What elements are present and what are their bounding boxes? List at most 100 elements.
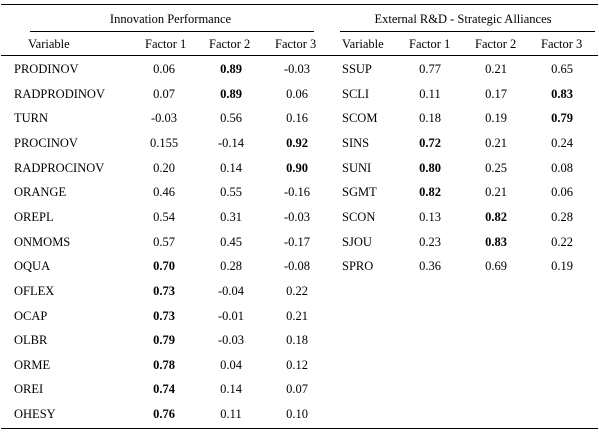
factor1-value-cell: 0.72 xyxy=(419,136,441,150)
variable-name-cell: ONMOMS xyxy=(14,235,71,249)
factor2-value-cell: 0.89 xyxy=(220,62,242,76)
factor2-value-cell: 0.25 xyxy=(485,161,507,175)
header-variable-left: Variable xyxy=(28,37,70,51)
factor3-value-cell: 0.90 xyxy=(286,161,308,175)
factor1-value-cell: 0.13 xyxy=(419,210,441,224)
factor1-value-cell: -0.03 xyxy=(150,111,178,125)
factor2-value-cell: 0.89 xyxy=(220,87,242,101)
variable-name-cell: SUNI xyxy=(342,161,372,175)
factor2-value-cell: 0.69 xyxy=(485,259,507,273)
factor1-value-cell: 0.80 xyxy=(419,161,441,175)
factor2-value-cell: -0.01 xyxy=(217,309,245,323)
variable-name-cell: SCON xyxy=(342,210,376,224)
factor3-value-cell: 0.08 xyxy=(551,161,573,175)
factor1-value-cell: 0.18 xyxy=(419,111,441,125)
factor2-value-cell: 0.21 xyxy=(485,62,507,76)
header-variable-right: Variable xyxy=(342,37,384,51)
factor2-value-cell: 0.83 xyxy=(485,235,507,249)
factor2-value-cell: 0.21 xyxy=(485,185,507,199)
variable-name-cell: SGMT xyxy=(342,185,377,199)
variable-name-cell: SINS xyxy=(342,136,370,150)
variable-name-cell: OLBR xyxy=(14,333,48,347)
factor2-value-cell: -0.04 xyxy=(217,284,245,298)
factor3-value-cell: 0.12 xyxy=(286,358,308,372)
variable-name-cell: PRODINOV xyxy=(14,62,79,76)
variable-name-cell: OCAP xyxy=(14,309,48,323)
factor2-value-cell: 0.19 xyxy=(485,111,507,125)
factor1-value-cell: 0.36 xyxy=(419,259,441,273)
variable-name-cell: ORANGE xyxy=(14,185,67,199)
factor2-value-cell: -0.03 xyxy=(217,333,245,347)
factor3-value-cell: 0.06 xyxy=(551,185,573,199)
factor1-value-cell: 0.23 xyxy=(419,235,441,249)
factor2-value-cell: -0.14 xyxy=(217,136,245,150)
factor1-value-cell: 0.78 xyxy=(153,358,175,372)
factor3-value-cell: 0.07 xyxy=(286,382,308,396)
variable-name-cell: OREPL xyxy=(14,210,54,224)
factor1-value-cell: 0.82 xyxy=(419,185,441,199)
factor3-value-cell: -0.03 xyxy=(283,62,311,76)
factor1-value-cell: 0.46 xyxy=(153,185,175,199)
factor1-value-cell: 0.73 xyxy=(153,284,175,298)
factor3-value-cell: 0.22 xyxy=(551,235,573,249)
header-factor1-right: Factor 1 xyxy=(409,37,451,51)
table-top-rule xyxy=(1,4,598,5)
variable-name-cell: SJOU xyxy=(342,235,372,249)
factor3-value-cell: 0.16 xyxy=(286,111,308,125)
factor2-value-cell: 0.11 xyxy=(220,407,242,421)
variable-name-cell: SCOM xyxy=(342,111,378,125)
factor1-value-cell: 0.70 xyxy=(153,259,175,273)
header-factor3-left: Factor 3 xyxy=(275,37,317,51)
factor1-value-cell: 0.77 xyxy=(419,62,441,76)
variable-name-cell: OREI xyxy=(14,382,44,396)
factor3-value-cell: 0.22 xyxy=(286,284,308,298)
variable-name-cell: RADPRODINOV xyxy=(14,87,105,101)
factor1-value-cell: 0.74 xyxy=(153,382,175,396)
factor2-value-cell: 0.17 xyxy=(485,87,507,101)
factor3-value-cell: 0.18 xyxy=(286,333,308,347)
factor1-value-cell: 0.79 xyxy=(153,333,175,347)
factor2-value-cell: 0.04 xyxy=(220,358,242,372)
factor3-value-cell: 0.19 xyxy=(551,259,573,273)
factor1-value-cell: 0.155 xyxy=(149,136,179,150)
factor1-value-cell: 0.76 xyxy=(153,407,175,421)
factor3-value-cell: -0.16 xyxy=(283,185,311,199)
factor1-value-cell: 0.73 xyxy=(153,309,175,323)
factor3-value-cell: 0.21 xyxy=(286,309,308,323)
factor1-value-cell: 0.06 xyxy=(153,62,175,76)
factor3-value-cell: 0.83 xyxy=(551,87,573,101)
factor1-value-cell: 0.11 xyxy=(419,87,441,101)
header-factor2-left: Factor 2 xyxy=(209,37,251,51)
factor3-value-cell: 0.65 xyxy=(551,62,573,76)
variable-name-cell: OFLEX xyxy=(14,284,55,298)
variable-name-cell: TURN xyxy=(14,111,49,125)
factor3-value-cell: -0.03 xyxy=(283,210,311,224)
factor3-value-cell: 0.28 xyxy=(551,210,573,224)
factor1-value-cell: 0.07 xyxy=(153,87,175,101)
factor2-value-cell: 0.31 xyxy=(220,210,242,224)
factor2-value-cell: 0.14 xyxy=(220,161,242,175)
factor1-value-cell: 0.57 xyxy=(153,235,175,249)
variable-name-cell: SSUP xyxy=(342,62,372,76)
header-factor1-left: Factor 1 xyxy=(145,37,187,51)
table-bottom-rule xyxy=(1,428,598,429)
factor2-value-cell: 0.55 xyxy=(220,185,242,199)
factor2-value-cell: 0.45 xyxy=(220,235,242,249)
variable-name-cell: SPRO xyxy=(342,259,374,273)
factor2-value-cell: 0.21 xyxy=(485,136,507,150)
variable-name-cell: ORME xyxy=(14,358,51,372)
header-rule xyxy=(1,55,598,56)
variable-name-cell: RADPROCINOV xyxy=(14,161,105,175)
factor2-value-cell: 0.28 xyxy=(220,259,242,273)
factor2-value-cell: 0.56 xyxy=(220,111,242,125)
factor1-value-cell: 0.54 xyxy=(153,210,175,224)
variable-name-cell: SCLI xyxy=(342,87,370,101)
factor3-value-cell: 0.06 xyxy=(286,87,308,101)
factor3-value-cell: 0.24 xyxy=(551,136,573,150)
group-title-external-rd: External R&D - Strategic Alliances xyxy=(374,12,552,26)
variable-name-cell: OQUA xyxy=(14,259,51,273)
group-underline-external-rd xyxy=(340,31,595,32)
factor3-value-cell: 0.92 xyxy=(286,136,308,150)
factor3-value-cell: 0.10 xyxy=(286,407,308,421)
